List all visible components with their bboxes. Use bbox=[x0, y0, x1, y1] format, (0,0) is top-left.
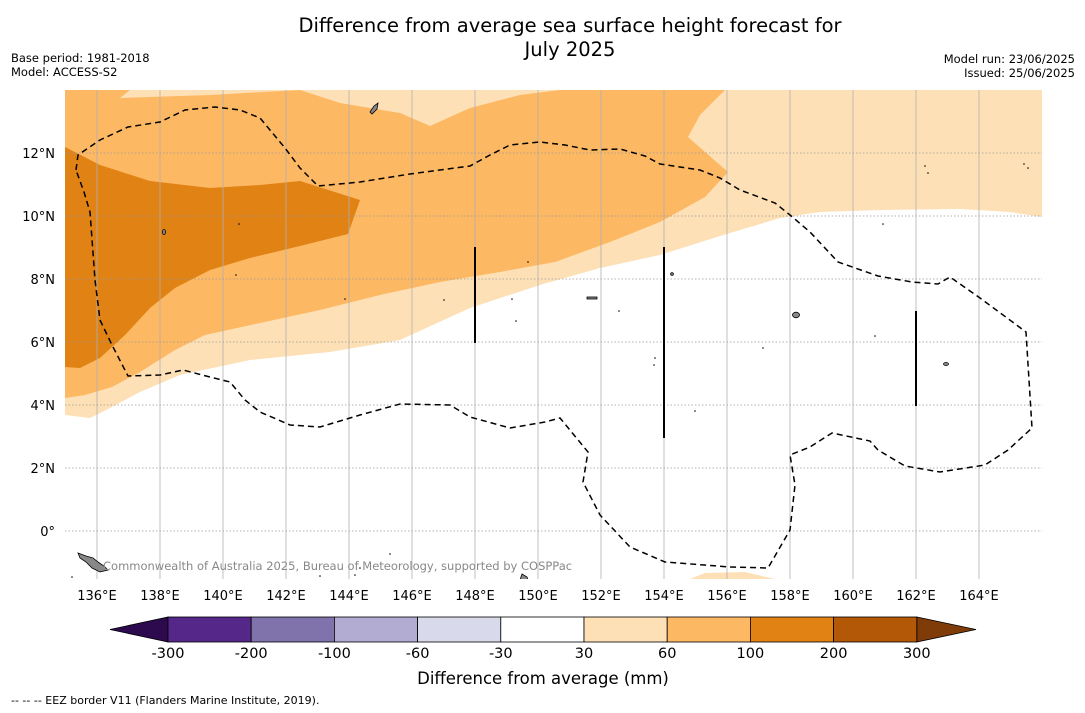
meta-right: Model run: 23/06/2025 Issued: 25/06/2025 bbox=[944, 52, 1075, 80]
map-title: Difference from average sea surface heig… bbox=[0, 14, 1085, 62]
colorbar-tick-label: 100 bbox=[737, 646, 765, 662]
lat-tick-label: 4°N bbox=[31, 399, 56, 414]
lat-tick-label: 12°N bbox=[22, 147, 55, 162]
longitude-labels: 136°E 138°E 140°E 142°E 144°E 146°E 148°E 150°E… bbox=[77, 589, 999, 604]
colorbar-tick-label: -300 bbox=[152, 646, 185, 662]
colorbar-bin bbox=[250, 616, 335, 643]
colorbar-bin bbox=[583, 616, 668, 643]
island-new-guinea bbox=[77, 552, 109, 573]
title-line-2: July 2025 bbox=[524, 38, 616, 61]
eez-border bbox=[75, 106, 1033, 569]
colorbar-tick-label: 200 bbox=[820, 646, 848, 662]
island-chuuk bbox=[792, 311, 800, 319]
lon-tick-label: 136°E bbox=[77, 589, 117, 604]
footnote-eez: -- -- -- EEZ border V11 (Flanders Marine… bbox=[11, 694, 320, 707]
lat-tick-label: 10°N bbox=[22, 210, 55, 225]
issued-date: Issued: 25/06/2025 bbox=[964, 66, 1075, 80]
lon-tick-label: 142°E bbox=[266, 589, 306, 604]
island-palau bbox=[162, 229, 166, 235]
title-line-1: Difference from average sea surface heig… bbox=[298, 14, 842, 37]
model-name: Model: ACCESS-S2 bbox=[11, 65, 118, 79]
lon-tick-label: 162°E bbox=[896, 589, 936, 604]
island-guam bbox=[369, 102, 379, 115]
lon-tick-label: 154°E bbox=[644, 589, 684, 604]
meta-left: Base period: 1981-2018 Model: ACCESS-S2 bbox=[11, 51, 150, 79]
latitude-labels: 12°N 10°N 8°N 6°N 4°N 2°N 0° bbox=[22, 147, 55, 540]
map-area: Commonwealth of Australia 2025, Bureau o… bbox=[65, 90, 1042, 579]
band-30-60-south bbox=[690, 572, 775, 579]
lat-tick-label: 0° bbox=[40, 525, 55, 540]
lat-tick-label: 2°N bbox=[31, 462, 56, 477]
model-run: Model run: 23/06/2025 bbox=[943, 52, 1075, 66]
colorbar-under-arrow bbox=[109, 616, 169, 643]
colorbar-tick-label: 30 bbox=[575, 646, 593, 662]
island-yap bbox=[670, 272, 674, 276]
lon-tick-label: 140°E bbox=[203, 589, 243, 604]
colorbar-bin bbox=[500, 616, 585, 643]
colorbar-bin bbox=[417, 616, 502, 643]
lon-tick-label: 158°E bbox=[770, 589, 810, 604]
lon-tick-label: 138°E bbox=[140, 589, 180, 604]
base-period: Base period: 1981-2018 bbox=[11, 51, 150, 65]
colorbar-bin bbox=[666, 616, 751, 643]
small-islets bbox=[71, 163, 1029, 578]
lon-tick-label: 152°E bbox=[581, 589, 621, 604]
colorbar-label: Difference from average (mm) bbox=[417, 669, 669, 688]
islands bbox=[77, 102, 949, 579]
island-manus bbox=[519, 573, 529, 579]
island-kosrae bbox=[943, 362, 949, 366]
lat-tick-label: 8°N bbox=[31, 273, 56, 288]
lon-tick-label: 150°E bbox=[518, 589, 558, 604]
colorbar-tick-label: -60 bbox=[406, 646, 430, 662]
colorbar: -300 -200 -100 -60 -30 30 60 100 200 300 bbox=[109, 616, 977, 662]
lon-tick-label: 146°E bbox=[392, 589, 432, 604]
lon-tick-label: 164°E bbox=[959, 589, 999, 604]
band-60-100 bbox=[65, 90, 728, 398]
colorbar-bin bbox=[167, 616, 252, 643]
colorbar-tick-label: 60 bbox=[658, 646, 676, 662]
colorbar-tick-label: -30 bbox=[489, 646, 513, 662]
lon-tick-label: 144°E bbox=[329, 589, 369, 604]
lon-tick-label: 156°E bbox=[707, 589, 747, 604]
attribution-text: Commonwealth of Australia 2025, Bureau o… bbox=[103, 559, 572, 573]
colorbar-bin bbox=[333, 616, 418, 643]
colorbar-bin bbox=[833, 616, 918, 643]
colorbar-bin bbox=[750, 616, 835, 643]
lon-tick-label: 160°E bbox=[833, 589, 873, 604]
gridlines bbox=[65, 90, 1042, 579]
colorbar-tick-label: 300 bbox=[903, 646, 931, 662]
lon-tick-label: 148°E bbox=[455, 589, 495, 604]
lat-tick-label: 6°N bbox=[31, 336, 56, 351]
colorbar-tick-label: -100 bbox=[318, 646, 351, 662]
colorbar-tick-label: -200 bbox=[235, 646, 268, 662]
colorbar-over-arrow bbox=[916, 616, 977, 643]
island-pohnpei-atoll bbox=[586, 296, 598, 300]
